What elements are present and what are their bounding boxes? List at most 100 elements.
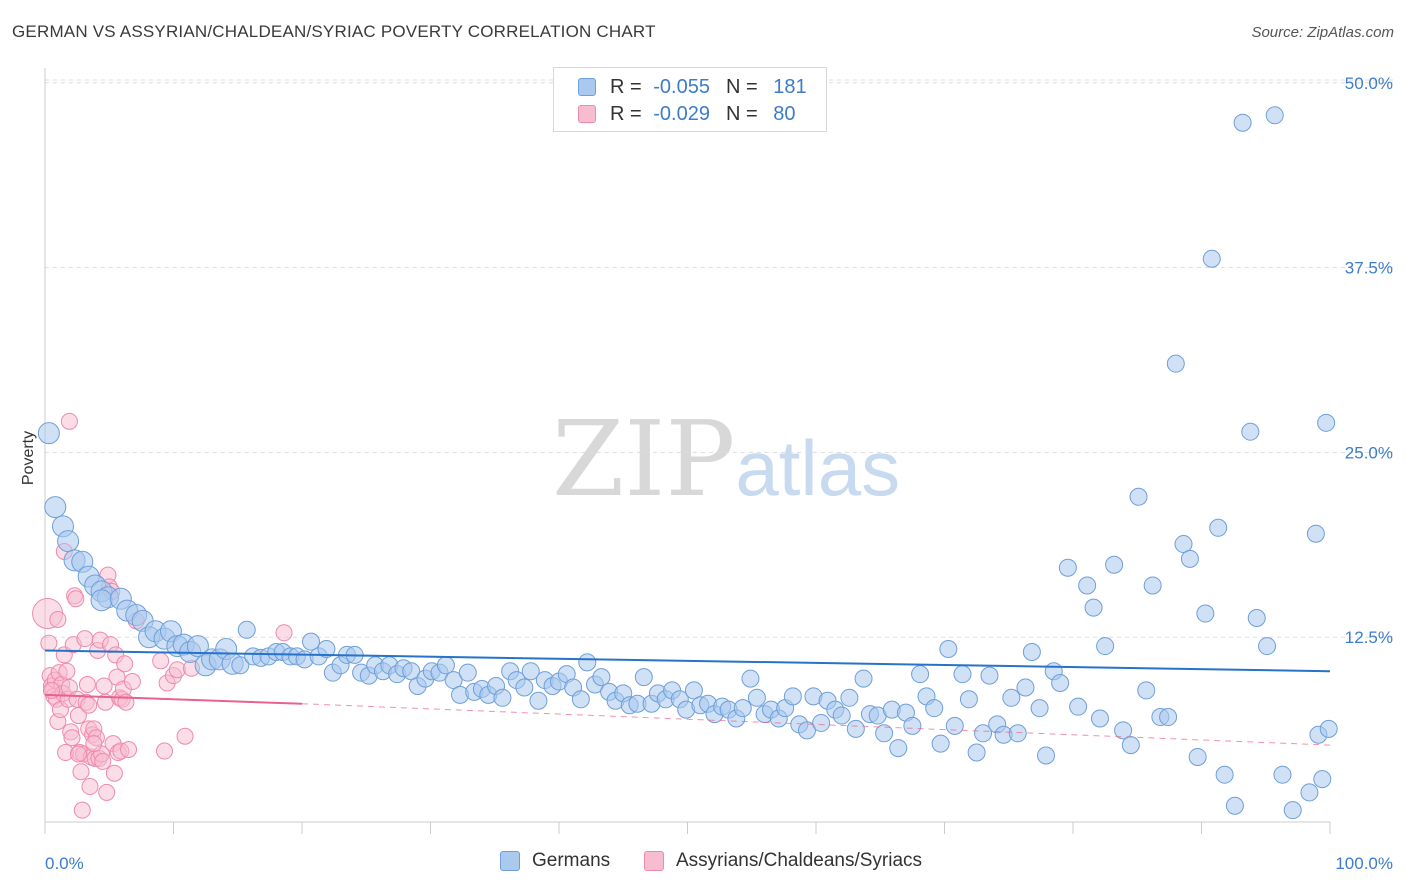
- german-point: [854, 669, 873, 688]
- german-point: [945, 716, 964, 735]
- german-point: [1129, 487, 1148, 506]
- german-point: [1058, 558, 1077, 577]
- german-point: [931, 734, 950, 753]
- german-point: [237, 620, 256, 639]
- german-point: [493, 688, 512, 707]
- german-point: [1258, 637, 1277, 656]
- german-point: [458, 663, 477, 682]
- y-tick-label: 12.5%: [1345, 628, 1393, 647]
- german-point: [959, 690, 978, 709]
- german-r-value: -0.055: [653, 75, 710, 98]
- german-point: [967, 743, 986, 762]
- german-point: [1188, 747, 1207, 766]
- german-n-label: N =: [725, 75, 764, 98]
- german-point: [515, 678, 534, 697]
- x-tick-labels: 0.0% 100.0%: [45, 854, 1393, 873]
- german-point: [1002, 688, 1021, 707]
- german-point: [1202, 249, 1221, 268]
- german-point: [1317, 413, 1336, 432]
- german-point: [1008, 724, 1027, 743]
- assyrian-n-value: 80: [773, 102, 796, 125]
- german-point: [939, 640, 958, 659]
- assyrian-point: [49, 610, 67, 628]
- legend-row-german: R = -0.055 N = 181: [578, 74, 807, 100]
- german-point: [875, 724, 894, 743]
- assyrian-point: [60, 412, 78, 430]
- german-point: [571, 690, 590, 709]
- german-point: [783, 687, 802, 706]
- german-point: [1265, 106, 1284, 125]
- assyrian-r-label: R =: [610, 102, 648, 125]
- series-legend: Germans Assyrians/Chaldeans/Syriacs: [0, 850, 1406, 878]
- assyrian-point: [76, 630, 94, 648]
- german-point: [1051, 674, 1070, 693]
- german-point: [1306, 524, 1325, 543]
- y-tick-label: 37.5%: [1345, 259, 1393, 278]
- german-point: [840, 688, 859, 707]
- assyrian-n-label: N =: [725, 102, 764, 125]
- assyrian-point: [85, 735, 103, 753]
- assyrians-legend-label: Assyrians/Chaldeans/Syriacs: [676, 850, 923, 871]
- assyrian-point: [105, 764, 123, 782]
- german-point: [1225, 796, 1244, 815]
- assyrian-point: [67, 590, 85, 608]
- german-point: [317, 640, 336, 659]
- assyrian-point: [40, 634, 58, 652]
- german-point: [953, 665, 972, 684]
- legend-item-assyrians: Assyrians/Chaldeans/Syriacs: [644, 850, 922, 872]
- german-point: [1090, 709, 1109, 728]
- y-tick-label: 50.0%: [1345, 74, 1393, 93]
- german-point: [1283, 801, 1302, 820]
- german-point: [1166, 354, 1185, 373]
- german-point: [1137, 681, 1156, 700]
- german-point: [1241, 422, 1260, 441]
- assyrian-r-value: -0.029: [653, 102, 710, 125]
- x-tick-label-max: 100.0%: [1335, 854, 1393, 873]
- assyrian-point: [120, 741, 138, 759]
- y-tick-label: 25.0%: [1345, 443, 1393, 462]
- assyrians-legend-swatch: [644, 851, 664, 871]
- german-point: [925, 699, 944, 718]
- assyrian-point: [63, 729, 81, 747]
- watermark-atlas: atlas: [735, 424, 901, 512]
- assyrian-point: [168, 661, 186, 679]
- correlation-legend: R = -0.055 N = 181 R = -0.029 N = 80: [553, 67, 827, 132]
- german-point: [741, 669, 760, 688]
- assyrian-point: [275, 624, 293, 642]
- german-point: [1196, 604, 1215, 623]
- assyrian-point: [78, 676, 96, 694]
- german-trend-line: [44, 649, 1331, 673]
- german-point: [733, 699, 752, 718]
- german-point: [1022, 642, 1041, 661]
- german-point: [578, 653, 597, 672]
- german-point: [1209, 518, 1228, 537]
- german-point: [1233, 113, 1252, 132]
- german-point: [846, 719, 865, 738]
- german-point: [747, 688, 766, 707]
- german-point: [37, 422, 60, 445]
- german-point: [436, 656, 455, 675]
- german-point: [1180, 549, 1199, 568]
- german-point: [186, 635, 209, 658]
- y-tick-labels: 12.5% 25.0% 37.5% 50.0%: [1345, 74, 1393, 647]
- german-point: [634, 668, 653, 687]
- legend-row-assyrian: R = -0.029 N = 80: [578, 101, 795, 127]
- german-series: [37, 106, 1338, 820]
- assyrian-point: [152, 652, 170, 670]
- german-point: [529, 691, 548, 710]
- x-tick-label-min: 0.0%: [45, 854, 84, 873]
- assyrian-point: [94, 752, 112, 770]
- source-credit: Source: ZipAtlas.com: [1251, 24, 1394, 41]
- assyrian-point: [69, 707, 87, 725]
- german-point: [231, 656, 250, 675]
- german-point: [1247, 608, 1266, 627]
- assyrian-swatch: [578, 105, 596, 123]
- german-point: [1016, 678, 1035, 697]
- german-point: [889, 739, 908, 758]
- assyrian-point: [116, 655, 134, 673]
- german-point: [1215, 765, 1234, 784]
- german-point: [1037, 746, 1056, 765]
- assyrian-series: [32, 412, 293, 819]
- german-point: [1105, 555, 1124, 574]
